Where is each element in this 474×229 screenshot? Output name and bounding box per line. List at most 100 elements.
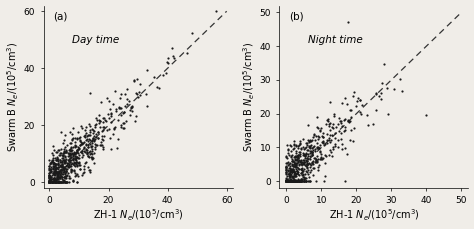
Point	[304, 157, 311, 161]
Point	[310, 145, 317, 149]
Point	[283, 179, 290, 183]
Point	[305, 162, 313, 165]
Point	[297, 178, 305, 181]
Point	[289, 179, 297, 183]
Point	[341, 117, 349, 120]
Point	[65, 159, 73, 163]
Point	[283, 179, 290, 183]
Point	[46, 167, 53, 171]
Point	[67, 165, 74, 168]
Point	[291, 179, 298, 183]
Point	[288, 179, 295, 183]
Point	[120, 110, 128, 114]
Point	[62, 169, 69, 173]
Point	[301, 179, 308, 183]
Point	[58, 172, 66, 176]
Point	[52, 150, 60, 154]
Point	[47, 160, 55, 163]
Point	[60, 153, 67, 157]
Point	[50, 153, 57, 157]
Point	[314, 157, 322, 161]
Point	[46, 177, 54, 181]
Point	[72, 150, 80, 154]
Point	[46, 180, 53, 184]
Point	[302, 153, 310, 156]
Point	[308, 150, 316, 154]
Point	[377, 97, 385, 101]
Point	[293, 169, 301, 173]
Point	[70, 156, 77, 160]
Point	[290, 139, 298, 143]
Point	[318, 156, 325, 160]
Point	[170, 54, 177, 58]
Point	[48, 151, 56, 155]
Point	[48, 180, 56, 184]
Point	[61, 180, 68, 184]
Point	[117, 124, 124, 127]
Point	[48, 160, 56, 164]
Point	[55, 180, 63, 184]
Point	[111, 89, 118, 93]
Point	[61, 170, 68, 174]
Point	[289, 167, 297, 170]
Point	[89, 137, 96, 140]
Point	[288, 170, 296, 174]
Point	[292, 154, 299, 158]
Point	[62, 133, 69, 137]
Point	[53, 171, 60, 175]
Point	[286, 179, 294, 183]
Point	[290, 179, 298, 183]
Point	[57, 161, 64, 164]
Point	[283, 178, 290, 182]
Point	[59, 167, 67, 171]
Point	[67, 162, 74, 166]
Point	[311, 161, 319, 164]
Point	[318, 140, 325, 144]
Point	[63, 180, 71, 184]
Point	[423, 114, 430, 117]
Point	[301, 177, 308, 181]
Point	[60, 151, 68, 155]
Point	[285, 178, 293, 182]
Point	[283, 179, 290, 183]
Point	[47, 171, 55, 174]
Point	[284, 179, 292, 183]
Point	[308, 161, 316, 165]
Point	[297, 147, 304, 151]
Point	[100, 116, 107, 120]
Point	[51, 176, 59, 180]
Point	[164, 61, 172, 65]
Point	[322, 154, 329, 158]
Point	[289, 179, 297, 183]
Point	[55, 165, 63, 169]
Point	[50, 177, 57, 181]
Point	[287, 177, 294, 180]
Point	[347, 128, 355, 132]
Point	[73, 156, 80, 160]
Point	[55, 180, 63, 184]
Point	[310, 166, 318, 170]
Point	[326, 124, 333, 128]
Point	[58, 177, 66, 181]
Point	[91, 161, 98, 165]
Point	[292, 179, 300, 183]
Point	[288, 179, 296, 183]
Point	[301, 163, 309, 167]
Point	[54, 180, 62, 184]
Point	[73, 136, 81, 140]
Point	[133, 91, 140, 94]
Point	[52, 180, 59, 184]
Point	[337, 138, 344, 141]
Point	[50, 176, 58, 180]
Point	[288, 179, 296, 183]
Point	[70, 179, 77, 183]
Point	[288, 167, 296, 171]
Point	[283, 166, 290, 169]
Point	[89, 136, 97, 140]
Point	[289, 179, 296, 183]
Point	[58, 167, 65, 171]
Point	[296, 141, 304, 145]
Point	[77, 125, 84, 128]
Point	[344, 119, 351, 122]
Point	[53, 150, 61, 153]
